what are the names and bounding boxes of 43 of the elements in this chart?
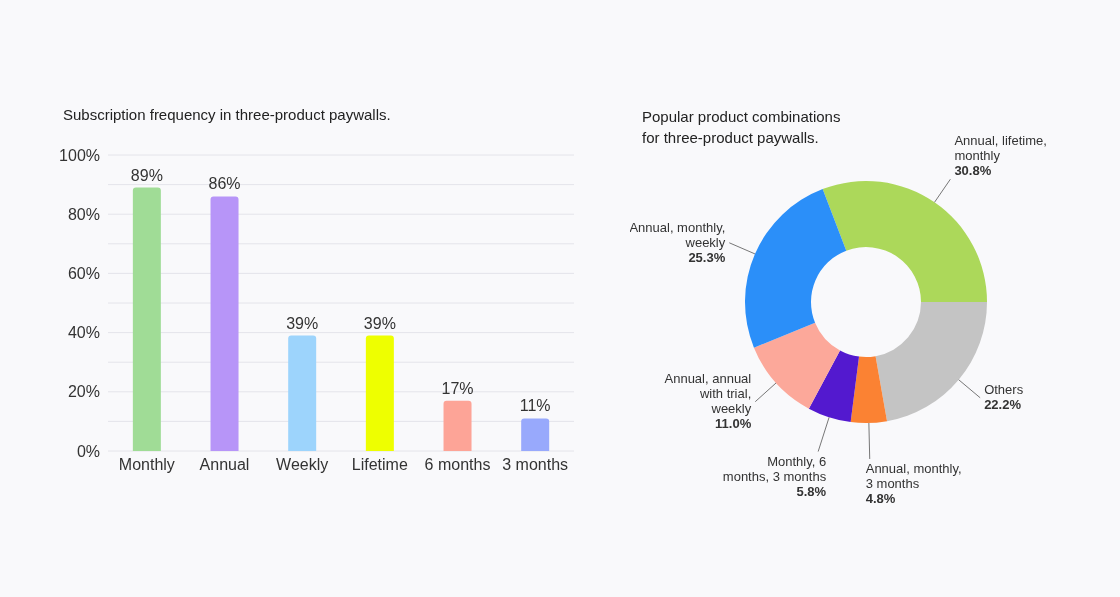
slice-label: Annual, annual with trial, weekly (664, 371, 752, 417)
slice-label: Annual, monthly, 3 months (865, 460, 962, 491)
data-label: 22.2% (984, 397, 1022, 413)
data-label: 11.0% (715, 416, 752, 432)
bar (365, 335, 394, 451)
y-tick-label: 80% (67, 205, 100, 223)
x-tick-label: Lifetime (351, 456, 408, 474)
y-tick-label: 20% (67, 383, 100, 401)
data-label: 86% (208, 175, 241, 193)
bar (288, 335, 317, 451)
data-label: 4.8% (865, 490, 896, 506)
slice-label: Annual, lifetime, monthly (954, 133, 1047, 164)
x-tick-label: Weekly (276, 456, 329, 474)
y-tick-label: 60% (67, 265, 100, 283)
y-tick-label: 40% (67, 324, 100, 342)
bar (443, 400, 472, 451)
data-label: 30.8% (954, 163, 992, 179)
data-label: 5.8% (796, 483, 827, 499)
slice-label: Annual, monthly, weekly (629, 219, 726, 250)
y-tick-label: 0% (76, 442, 100, 460)
x-tick-label: 6 months (424, 456, 491, 474)
slice-label: Others (984, 382, 1024, 398)
data-label: 89% (130, 166, 163, 184)
x-tick-label: Monthly (118, 456, 175, 474)
chart-title: Popular product combinations for three-product paywalls. (642, 107, 841, 148)
bar (210, 196, 239, 451)
bar (132, 187, 161, 451)
y-tick-label: 100% (59, 146, 100, 164)
donut-slice (753, 322, 841, 409)
data-label: 11% (519, 397, 551, 415)
data-label: 39% (286, 314, 319, 332)
x-tick-label: 3 months (502, 456, 569, 474)
data-label: 17% (441, 379, 474, 397)
slice-label: Monthly, 6 months, 3 months (722, 453, 827, 484)
data-label: 39% (363, 314, 396, 332)
donut-slice (808, 350, 860, 423)
data-label: 25.3% (688, 249, 726, 265)
donut-slice (850, 356, 888, 423)
donut-slice (822, 181, 987, 302)
bar (521, 418, 550, 451)
x-tick-label: Annual (199, 456, 250, 474)
chart-title: Subscription frequency in three-product paywalls. (63, 106, 391, 123)
donut-slice (745, 189, 847, 348)
